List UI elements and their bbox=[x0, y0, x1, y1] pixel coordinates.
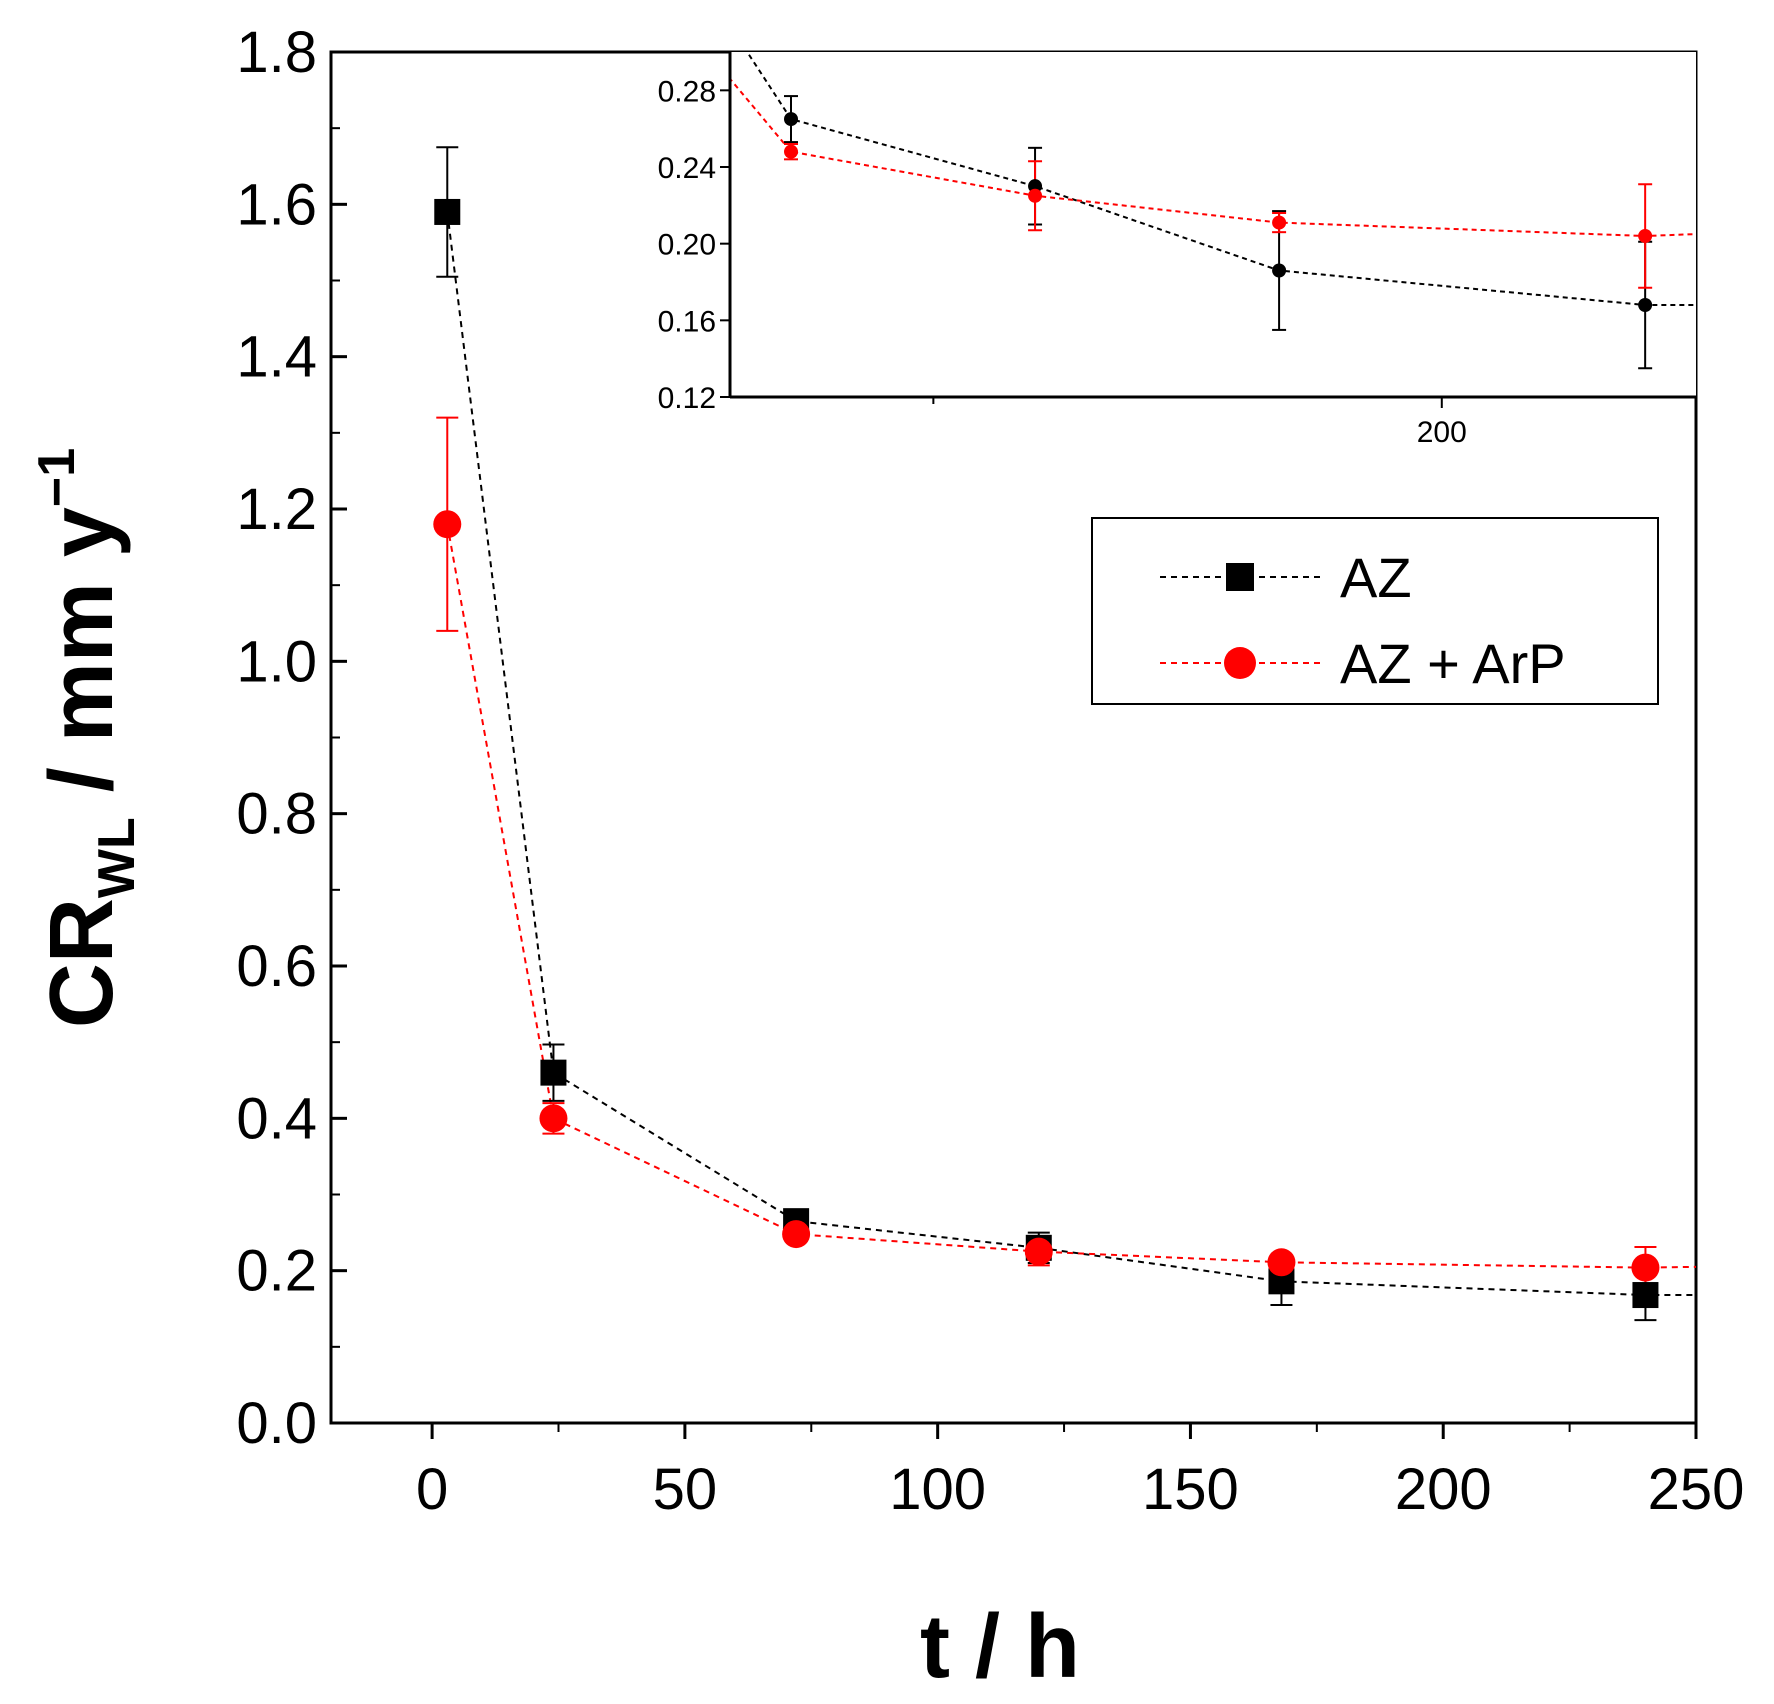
inset-y-tick-label: 0.12 bbox=[658, 382, 716, 415]
inset-y-tick-label: 0.28 bbox=[658, 75, 716, 108]
data-point-az bbox=[434, 198, 461, 225]
y-tick-label: 0.2 bbox=[236, 1239, 317, 1304]
x-tick-label: 250 bbox=[1648, 1457, 1745, 1522]
inset-y-tick-label: 0.20 bbox=[658, 229, 716, 262]
data-point-azarp bbox=[1267, 1248, 1296, 1277]
inset-plot: 0.12 0.16 0.20 0.24 0.28 200 bbox=[658, 52, 1696, 449]
legend-box bbox=[1091, 517, 1659, 705]
inset-y-tick-label: 0.16 bbox=[658, 305, 716, 338]
x-tick-label: 200 bbox=[1395, 1457, 1492, 1522]
inset-x-tick-label: 200 bbox=[1417, 416, 1467, 449]
y-axis-title-prefix: CR bbox=[32, 898, 132, 1028]
data-point-azarp bbox=[539, 1104, 568, 1133]
x-tick-label: 0 bbox=[416, 1457, 448, 1522]
x-tick-label: 50 bbox=[653, 1457, 718, 1522]
y-tick-label: 1.0 bbox=[236, 629, 317, 694]
data-point-az bbox=[540, 1059, 567, 1086]
x-tick-label: 150 bbox=[1142, 1457, 1239, 1522]
y-tick-label: 1.8 bbox=[236, 20, 317, 85]
y-axis-title-superscript: −1 bbox=[28, 448, 86, 507]
y-axis-title-unit: / mm y bbox=[32, 507, 132, 817]
legend: AZ AZ + ArP bbox=[1091, 517, 1659, 705]
legend-marker-azarp bbox=[1224, 647, 1256, 679]
inset-y-tick-label: 0.24 bbox=[658, 152, 716, 185]
y-tick-label: 0.0 bbox=[236, 1391, 317, 1456]
main-x-axis: 0 50 100 150 200 250 bbox=[416, 1423, 1744, 1522]
legend-marker-az bbox=[1226, 563, 1254, 591]
inset-data-point-az bbox=[784, 112, 799, 127]
data-point-azarp bbox=[433, 510, 462, 539]
main-markers bbox=[433, 198, 1660, 1309]
y-tick-label: 0.4 bbox=[236, 1086, 317, 1151]
inset-markers bbox=[784, 112, 1653, 312]
data-point-az bbox=[1632, 1282, 1659, 1309]
y-tick-label: 1.6 bbox=[236, 172, 317, 237]
inset-x-axis: 200 bbox=[932, 397, 1467, 449]
main-y-axis: 0.0 0.2 0.4 0.6 0.8 1.0 1.2 1.4 1.6 1.8 bbox=[236, 20, 347, 1456]
inset-background bbox=[730, 52, 1696, 397]
y-tick-label: 1.4 bbox=[236, 325, 317, 390]
inset-data-point-azarp bbox=[1638, 229, 1653, 243]
y-axis-title-subscript: WL bbox=[88, 817, 146, 898]
inset-y-axis: 0.12 0.16 0.20 0.24 0.28 bbox=[658, 75, 730, 415]
legend-label-az: AZ bbox=[1340, 546, 1412, 609]
data-point-azarp bbox=[782, 1220, 811, 1249]
inset-data-point-azarp bbox=[1272, 215, 1287, 230]
legend-label-azarp: AZ + ArP bbox=[1340, 632, 1566, 695]
x-axis-title: t / h bbox=[920, 1597, 1080, 1697]
inset-data-point-az bbox=[1272, 263, 1287, 278]
inset-data-point-azarp bbox=[1028, 188, 1043, 203]
y-tick-label: 0.6 bbox=[236, 934, 317, 999]
inset-data-point-az bbox=[1028, 179, 1043, 194]
y-axis-title: CRWL / mm y−1 bbox=[28, 448, 146, 1028]
y-tick-label: 0.8 bbox=[236, 782, 317, 847]
y-tick-label: 1.2 bbox=[236, 477, 317, 542]
inset-data-point-az bbox=[1638, 298, 1653, 312]
inset-data-point-azarp bbox=[784, 144, 799, 159]
x-tick-label: 100 bbox=[889, 1457, 986, 1522]
data-point-azarp bbox=[1631, 1253, 1660, 1282]
data-point-azarp bbox=[1024, 1237, 1053, 1266]
svg-text:CRWL / mm y−1: CRWL / mm y−1 bbox=[28, 448, 146, 1028]
